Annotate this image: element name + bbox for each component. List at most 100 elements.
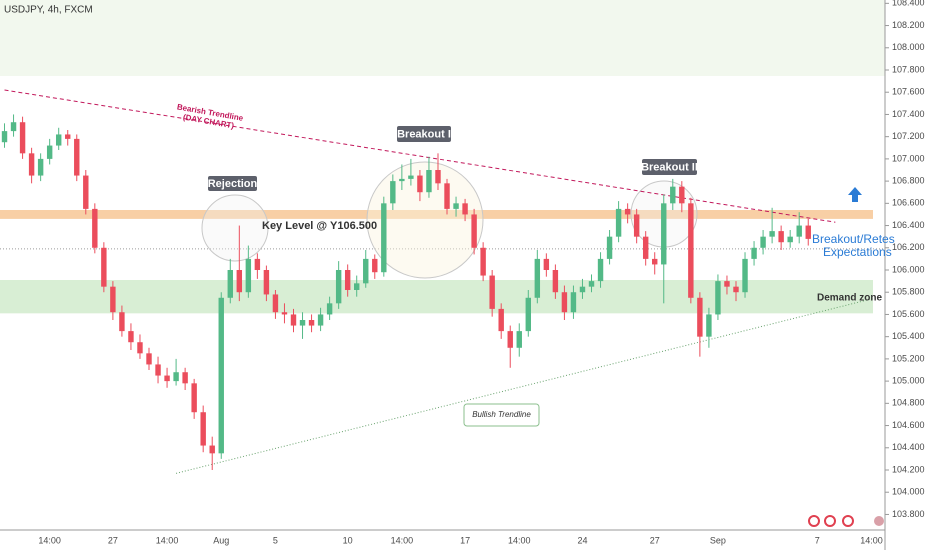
breakout-label: Breakout I bbox=[397, 126, 451, 142]
x-tick-label: Aug bbox=[213, 535, 229, 545]
y-tick-label: 106.000 bbox=[892, 264, 925, 274]
candle-body bbox=[715, 281, 721, 315]
x-tick-label: 14:00 bbox=[38, 535, 61, 545]
x-tick-label: 27 bbox=[108, 535, 118, 545]
candle-body bbox=[272, 294, 279, 313]
candle-body bbox=[299, 320, 306, 326]
candle-body bbox=[480, 247, 486, 276]
y-tick-label: 104.400 bbox=[892, 442, 925, 452]
candle-body bbox=[588, 281, 595, 287]
x-tick-label: Sep bbox=[710, 535, 726, 545]
candle-body bbox=[805, 225, 811, 239]
y-tick-label: 107.400 bbox=[892, 109, 925, 119]
upper-zone bbox=[0, 0, 885, 76]
bullish-trendline-label: Bullish Trendline bbox=[463, 403, 540, 427]
annotation: Rejection bbox=[208, 178, 258, 190]
candle-body bbox=[101, 247, 107, 287]
candle-body bbox=[335, 270, 342, 304]
toolbar-icons bbox=[808, 515, 884, 527]
rejection-label: Rejection bbox=[208, 176, 258, 191]
candle-body bbox=[426, 170, 432, 193]
candle-body bbox=[164, 375, 170, 382]
candle-body bbox=[642, 236, 649, 259]
annotation: Breakout I bbox=[397, 128, 451, 140]
candle-body bbox=[110, 286, 116, 313]
label-box bbox=[397, 126, 451, 142]
bullish-trendline bbox=[175, 296, 881, 474]
candle-body bbox=[236, 270, 243, 293]
plot bbox=[1, 89, 881, 474]
x-tick-label: 10 bbox=[343, 535, 353, 545]
chart-title: USDJPY, 4h, FXCM bbox=[4, 5, 93, 16]
candle-body bbox=[543, 258, 550, 270]
candle-body bbox=[679, 186, 685, 204]
candle-body bbox=[399, 178, 405, 182]
candle-body bbox=[561, 292, 568, 313]
candle-body bbox=[579, 286, 586, 293]
y-tick-label: 107.000 bbox=[892, 153, 925, 163]
y-tick-label: 106.400 bbox=[892, 220, 925, 230]
candle-body bbox=[209, 445, 215, 454]
y-tick-label: 107.600 bbox=[892, 87, 925, 97]
candle-body bbox=[697, 297, 703, 337]
candle-body bbox=[326, 303, 333, 315]
candle-body bbox=[254, 258, 261, 270]
candle-body bbox=[552, 270, 559, 293]
candle-body bbox=[751, 247, 757, 259]
label-box bbox=[642, 159, 697, 175]
candle-body bbox=[525, 297, 531, 332]
candle-body bbox=[381, 203, 387, 273]
candle-body bbox=[200, 412, 206, 446]
key-level-zone bbox=[0, 210, 873, 219]
y-tick-label: 104.200 bbox=[892, 464, 925, 474]
y-tick-label: 104.000 bbox=[892, 487, 925, 497]
x-tick-label: 14:00 bbox=[391, 535, 414, 545]
trendline-label: Bullish Trendline bbox=[472, 410, 531, 419]
candle-body bbox=[263, 270, 270, 295]
candle-body bbox=[290, 314, 297, 326]
key-level-label: Key Level @ Y106.500 bbox=[262, 220, 377, 232]
candle-body bbox=[363, 258, 369, 284]
y-tick-label: 108.000 bbox=[892, 42, 925, 52]
candle-body bbox=[408, 175, 414, 179]
candle-body bbox=[137, 342, 143, 354]
candle-body bbox=[534, 258, 541, 298]
candle-body bbox=[787, 236, 793, 243]
demand-zone bbox=[0, 280, 873, 314]
candle-body bbox=[119, 312, 125, 332]
up-arrow bbox=[848, 187, 862, 202]
x-tick-label: 7 bbox=[815, 535, 820, 545]
candle-body bbox=[435, 170, 441, 184]
x-tick-label: 14:00 bbox=[156, 535, 179, 545]
annotation: Breakout II bbox=[641, 161, 698, 173]
candle-body bbox=[65, 134, 71, 139]
candle-body bbox=[182, 372, 188, 384]
candle-body bbox=[74, 138, 80, 176]
breakout-circle bbox=[366, 161, 484, 279]
candle-body bbox=[1, 131, 8, 143]
y-tick-label: 105.000 bbox=[892, 375, 925, 385]
x-tick-label: 5 bbox=[273, 535, 278, 545]
y-tick-label: 106.600 bbox=[892, 198, 925, 208]
icon bbox=[842, 515, 854, 527]
candle-body bbox=[28, 153, 35, 176]
candle-body bbox=[46, 145, 53, 159]
candle-body bbox=[10, 122, 17, 132]
candle-body bbox=[778, 231, 784, 243]
y-tick-label: 105.800 bbox=[892, 287, 925, 297]
candle-body bbox=[344, 270, 351, 290]
candle-body bbox=[453, 203, 459, 209]
y-tick-label: 107.200 bbox=[892, 131, 925, 141]
y-tick-label: 105.600 bbox=[892, 309, 925, 319]
x-tick-label: 14:00 bbox=[508, 535, 531, 545]
y-tick-label: 108.400 bbox=[892, 0, 925, 8]
candle-body bbox=[796, 225, 802, 237]
candle-body bbox=[462, 203, 468, 215]
y-tick-label: 105.200 bbox=[892, 353, 925, 363]
candle-body bbox=[670, 186, 676, 204]
candle-body bbox=[444, 183, 450, 209]
rejection-circle bbox=[201, 194, 269, 262]
demand-zone-label: Demand zone bbox=[817, 293, 882, 304]
